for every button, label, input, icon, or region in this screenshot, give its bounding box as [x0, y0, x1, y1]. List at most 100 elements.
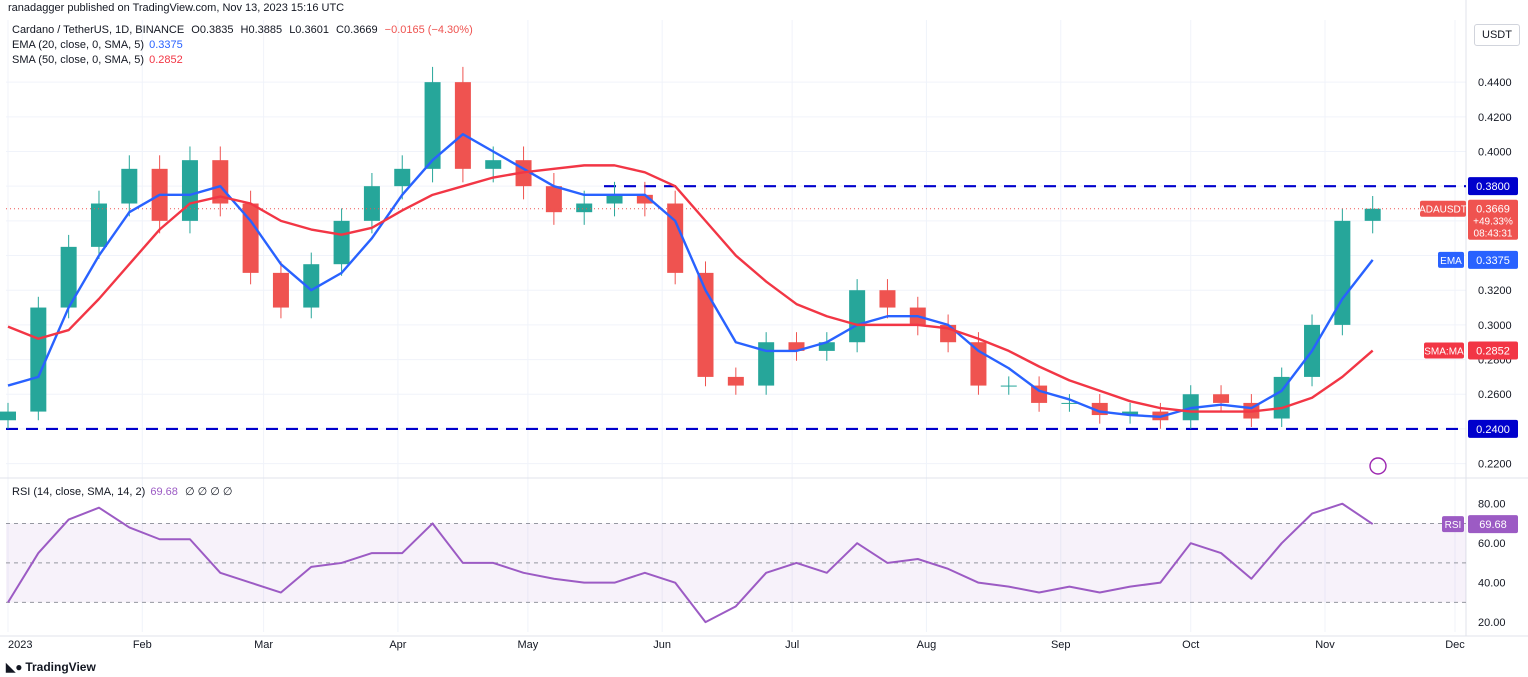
rsi-legend-label: RSI (14, close, SMA, 14, 2) [12, 486, 146, 498]
price-tag-change: +49.33% [1473, 217, 1513, 228]
candle-body-0 [0, 411, 16, 421]
rsi-tick-label-3: 80.00 [1478, 499, 1506, 511]
candle-body-29 [879, 290, 896, 308]
sma-badge-value-bg [1468, 341, 1518, 360]
ema-line [7, 132, 1374, 418]
price-tick-label-11: 0.4400 [1478, 77, 1512, 89]
candle-body-11 [333, 220, 350, 265]
price-tag-price: 0.3669 [1476, 204, 1510, 216]
rsi-badge-value: 69.68 [1479, 519, 1507, 531]
ema-badge-label-bg [1438, 251, 1464, 268]
candle-body-27 [818, 342, 835, 351]
sma-line [7, 164, 1374, 413]
price-tick-label-5: 0.3200 [1478, 285, 1512, 297]
level-high-badge: 0.3800 [1468, 177, 1518, 196]
candle-body-14 [424, 82, 441, 169]
currency-button[interactable]: USDT [1474, 24, 1520, 46]
time-tick-label-8: Sep [1051, 639, 1071, 651]
level-high-badge-value: 0.3800 [1476, 181, 1510, 193]
candle-body-24 [727, 376, 744, 386]
ema-badge-value: 0.3375 [1476, 255, 1510, 267]
ema-legend[interactable]: EMA (20, close, 0, SMA, 5) 0.3375 [12, 39, 183, 51]
candle-body-25 [758, 342, 775, 386]
time-tick-label-1: Feb [133, 639, 152, 651]
candle-body-21 [636, 194, 653, 204]
price-tick-label-4: 0.3000 [1478, 320, 1512, 332]
candle-body-20 [606, 194, 623, 204]
rsi-legend[interactable]: RSI (14, close, SMA, 14, 2) 69.68 ∅ ∅ ∅ … [12, 485, 232, 498]
candle-body-37 [1122, 411, 1139, 416]
rsi-tick-label-0: 20.00 [1478, 617, 1506, 629]
level-high-badge-value-bg [1468, 177, 1518, 196]
time-tick-label-0: 2023 [8, 639, 32, 651]
candle-body-33 [1000, 385, 1017, 387]
candle-body-40 [1213, 394, 1230, 403]
rsi-badge-value-bg [1468, 515, 1518, 534]
candle-body-35 [1061, 402, 1078, 404]
sma-badge-label: SMA:MA [1424, 347, 1464, 358]
candle-body-12 [363, 186, 380, 221]
ohlc-low: L0.3601 [289, 24, 329, 36]
sma-badge-value: 0.2852 [1476, 346, 1510, 358]
candle-body-8 [242, 203, 259, 273]
price-tag-symbol: ADAUSDT [1419, 205, 1467, 216]
price-tick-label-2: 0.2600 [1478, 389, 1512, 401]
candle-body-26 [788, 342, 805, 351]
lightning-icon [1369, 457, 1387, 475]
candle-body-18 [545, 186, 562, 213]
sma-legend-label: SMA (50, close, 0, SMA, 5) [12, 54, 145, 66]
candle-body-10 [303, 264, 320, 308]
sma-legend[interactable]: SMA (50, close, 0, SMA, 5) 0.2852 [12, 54, 183, 66]
ema-legend-label: EMA (20, close, 0, SMA, 5) [12, 39, 145, 51]
candle-body-1 [30, 307, 47, 412]
candle-body-15 [454, 82, 471, 169]
time-tick-label-9: Oct [1182, 639, 1199, 651]
tradingview-logo-icon: ◣● [6, 660, 23, 674]
time-tick-label-5: Jun [653, 639, 671, 651]
price-tick-label-0: 0.2200 [1478, 459, 1512, 471]
level-low-badge-value: 0.2400 [1476, 424, 1510, 436]
rsi-badge-label-bg [1442, 516, 1464, 533]
ema-legend-value: 0.3375 [149, 39, 183, 51]
time-tick-label-6: Jul [785, 639, 799, 651]
ohlc-open: O0.3835 [191, 24, 234, 36]
time-tick-label-11: Dec [1445, 639, 1465, 651]
time-tick-label-2: Mar [254, 639, 273, 651]
level-low-badge: 0.2400 [1468, 419, 1518, 438]
price-tag-countdown: 08:43:31 [1474, 229, 1513, 240]
candle-body-4 [121, 168, 138, 204]
rsi-line [7, 502, 1374, 624]
rsi-legend-extra: ∅ ∅ ∅ ∅ [184, 486, 233, 498]
candle-body-34 [1031, 385, 1048, 403]
ohlc-high: H0.3885 [240, 24, 283, 36]
candle-body-19 [576, 203, 593, 213]
ema-badge: EMA 0.3375 [1438, 250, 1518, 269]
candle-body-13 [394, 168, 411, 187]
candle-body-45 [1364, 208, 1381, 221]
time-tick-label-3: Apr [389, 639, 406, 651]
symbol-title: Cardano / TetherUS, 1D, BINANCE [12, 24, 185, 36]
candle-body-2 [60, 246, 77, 308]
tradingview-logo[interactable]: ◣● TradingView [6, 660, 96, 674]
candle-body-6 [181, 160, 198, 221]
candle-body-16 [485, 160, 502, 169]
time-tick-label-10: Nov [1315, 639, 1335, 651]
symbol-legend[interactable]: Cardano / TetherUS, 1D, BINANCE O0.3835 … [12, 24, 473, 36]
tradingview-logo-text: TradingView [25, 660, 96, 674]
time-tick-label-4: May [517, 639, 538, 651]
published-header: ranadagger published on TradingView.com,… [8, 2, 345, 14]
candle-body-28 [849, 290, 866, 343]
ema-badge-value-bg [1468, 250, 1518, 269]
rsi-badge: RSI 69.68 [1442, 515, 1518, 534]
sma-legend-value: 0.2852 [149, 54, 183, 66]
price-tag-symbol-bg [1420, 200, 1466, 217]
ohlc-change: −0.0165 (−4.30%) [384, 24, 473, 36]
candle-body-7 [212, 160, 229, 204]
level-low-badge-value-bg [1468, 419, 1518, 438]
candle-body-3 [90, 203, 107, 247]
rsi-tick-label-1: 40.00 [1478, 578, 1506, 590]
sma-badge-label-bg [1424, 342, 1464, 359]
price-tick-label-9: 0.4000 [1478, 147, 1512, 159]
